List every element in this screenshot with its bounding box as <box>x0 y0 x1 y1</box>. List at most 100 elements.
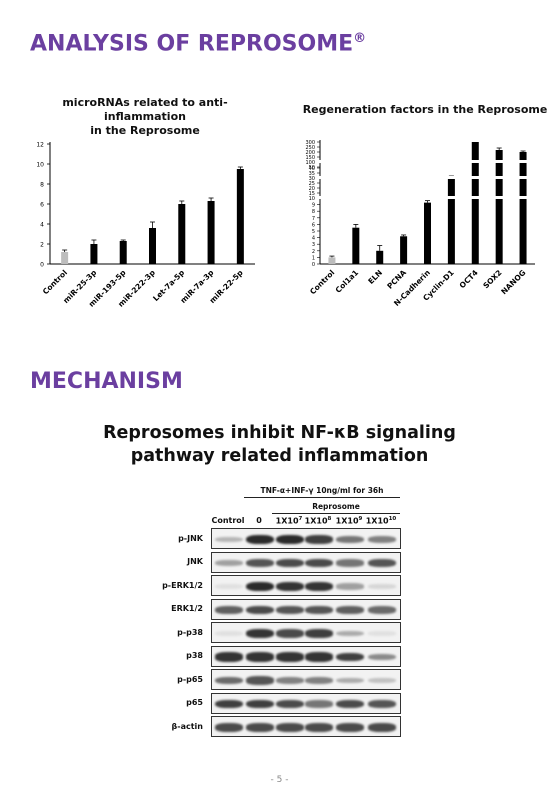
blot-band <box>276 581 304 592</box>
chart2-y-tick-label: 100 <box>305 160 315 166</box>
blot-panel <box>211 551 401 573</box>
chart2-y-tick-label: 2 <box>312 249 315 255</box>
chart1-y-tick-label: 8 <box>40 182 44 189</box>
section-title-text: ANALYSIS OF REPROSOME <box>30 31 354 57</box>
lane-label-base: 1X10 <box>304 516 328 526</box>
chart2-bar <box>495 150 503 264</box>
chart2-y-tick-label: 1 <box>312 255 315 261</box>
blot-panel <box>211 622 401 643</box>
chart2-axis-break <box>321 176 536 179</box>
blot-row-label: p-p38 <box>177 627 203 637</box>
chart2-y-tick-label: 0 <box>312 262 315 268</box>
blot-band <box>336 583 364 590</box>
chart2-y-tick-label: 4 <box>312 236 315 242</box>
blot-band <box>368 584 396 589</box>
blot-band <box>336 699 364 709</box>
blot-row-label: p65 <box>186 698 203 707</box>
lane-label-exponent: 9 <box>358 516 363 522</box>
section-title-analysis: ANALYSIS OF REPROSOME® <box>30 31 366 56</box>
blot-panel <box>211 575 401 596</box>
chart2-bar <box>519 152 527 264</box>
blot-band <box>336 535 364 544</box>
section-title-mechanism: MECHANISM <box>30 369 183 394</box>
blot-band <box>336 606 364 614</box>
chart2-bar <box>447 178 455 264</box>
blot-band <box>276 605 304 615</box>
group-label: Reprosome <box>312 502 360 511</box>
blot-row-label: p-ERK1/2 <box>162 580 203 590</box>
lane-label-base: 1X10 <box>365 516 389 526</box>
chart1-bar <box>61 252 69 264</box>
blot-band <box>368 699 396 709</box>
chart2-bar <box>328 257 336 264</box>
chart1-mirna-bar-chart: 024681012ControlmiR-25-3pmiR-193-5pmiR-2… <box>36 142 255 309</box>
blot-panel <box>211 716 401 737</box>
blot-band <box>276 629 304 638</box>
blot-band <box>336 630 364 637</box>
chart1-title: microRNAs related to anti-inflammation i… <box>25 96 265 138</box>
chart1-y-tick-label: 0 <box>40 262 44 269</box>
blot-band <box>215 606 243 614</box>
lane-label-base: Control <box>211 516 245 525</box>
blot-band <box>336 677 364 684</box>
blot-band <box>368 536 396 543</box>
blot-band <box>246 581 274 592</box>
chart2-y-tick-label: 250 <box>305 145 315 151</box>
blot-band <box>215 631 243 636</box>
chart2-y-tick-label: 50 <box>309 165 315 171</box>
lane-label: 1X107 <box>259 516 319 526</box>
lane-label: Control <box>198 516 258 525</box>
chart2-title: Regeneration factors in the Reprosome <box>302 103 548 116</box>
blot-panel <box>211 528 401 549</box>
western-blot-title-line2: pathway related inflammation <box>130 446 429 466</box>
blot-band <box>276 558 304 568</box>
chart1-bar <box>178 204 186 264</box>
chart2-category-label: Control <box>308 268 336 296</box>
chart1-bar <box>149 228 156 264</box>
chart2-category-label: PCNA <box>385 268 408 291</box>
blot-band <box>246 723 274 732</box>
chart2-y-tick-label: 150 <box>305 155 315 161</box>
blot-panel <box>211 645 401 667</box>
chart2-axis-break-mark <box>317 176 323 179</box>
chart2-y-tick-label: 20 <box>309 186 315 192</box>
blot-band <box>305 535 333 544</box>
chart2-axis-break-mark <box>317 160 323 163</box>
lane-label-exponent: 8 <box>327 516 332 522</box>
blot-panel <box>211 669 401 690</box>
blot-band <box>215 559 243 567</box>
chart2-y-tick-label: 30 <box>309 176 315 182</box>
registered-mark: ® <box>353 31 367 46</box>
chart2-bar <box>400 236 408 264</box>
blot-band <box>276 677 304 684</box>
chart2-axis-break <box>321 196 536 199</box>
chart2-y-tick-label: 15 <box>309 191 315 197</box>
chart2-bar <box>424 202 431 264</box>
chart1-y-tick-label: 6 <box>40 202 44 209</box>
western-blot-title-line1: Reprosomes inhibit NF-κB signaling <box>103 423 456 443</box>
blot-band <box>215 723 243 732</box>
chart2-y-tick-label: 7 <box>312 216 315 222</box>
blot-row-label: p-p65 <box>177 674 203 684</box>
chart1-bar <box>90 244 98 264</box>
blot-band <box>336 559 364 567</box>
blot-panel <box>211 598 401 620</box>
blot-band <box>276 534 304 545</box>
lane-label-exponent: 7 <box>298 516 303 522</box>
chart2-y-tick-label: 10 <box>309 196 315 202</box>
blot-band <box>305 652 333 662</box>
chart2-y-tick-label: 25 <box>309 181 315 187</box>
blot-band <box>246 534 274 545</box>
blot-band <box>246 558 274 568</box>
chart2-category-label: ELN <box>366 268 384 286</box>
chart1-bar <box>236 169 244 264</box>
lane-label-exponent: 10 <box>388 516 397 522</box>
lane-label: 1X108 <box>288 516 348 526</box>
chart2-y-tick-label: 200 <box>305 150 315 156</box>
blot-band <box>336 652 364 662</box>
blot-row-label: β-actin <box>171 721 203 731</box>
blot-row-label: p-JNK <box>178 533 203 543</box>
chart2-y-tick-label: 9 <box>312 203 315 209</box>
page-number: - 5 - <box>270 775 289 785</box>
chart2-y-tick-label: 5 <box>312 229 315 235</box>
